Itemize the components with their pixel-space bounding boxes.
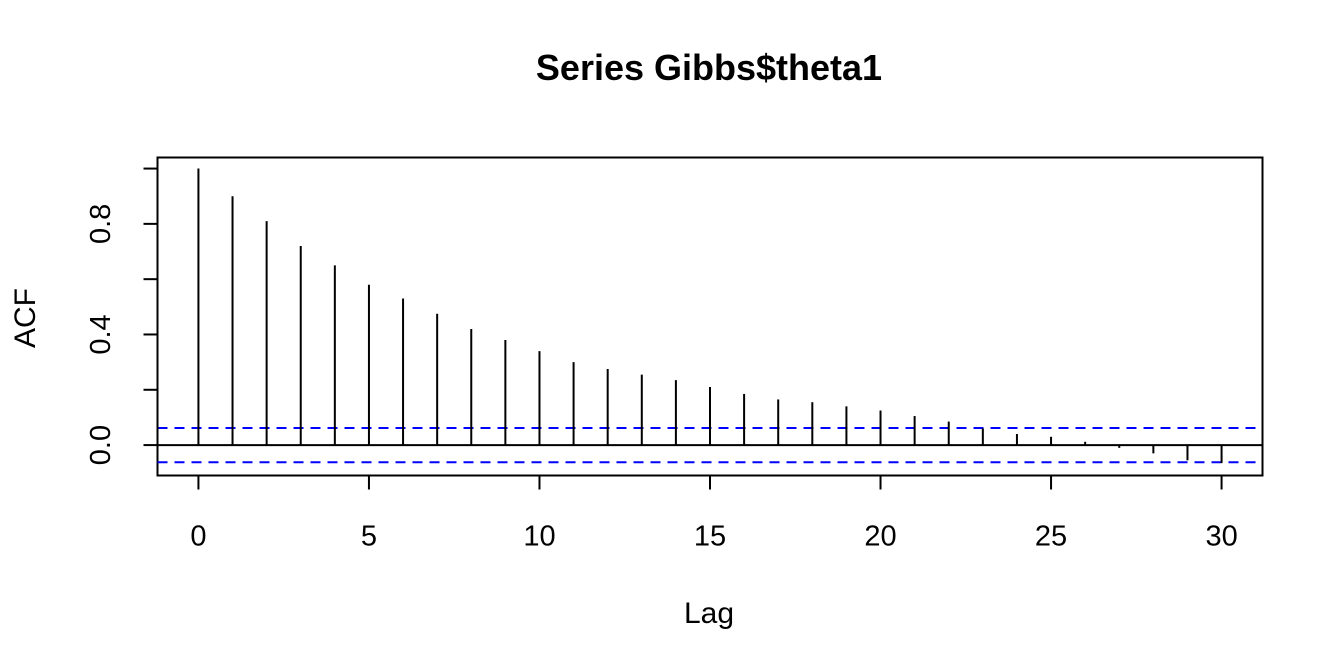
x-tick-label: 30 [1205,521,1237,553]
x-tick-label: 25 [1035,521,1067,553]
y-tick-label: 0.4 [85,314,117,354]
x-tick-label: 0 [190,521,206,553]
x-axis: 0 5 10 15 20 25 30 [190,474,1238,553]
x-tick-label: 20 [864,521,896,553]
x-axis-label: Lag [684,597,734,630]
x-tick-label: 5 [361,521,377,553]
x-tick-label: 15 [694,521,726,553]
y-axis-label: ACF [9,288,42,348]
y-tick-label: 0.8 [85,204,117,244]
x-tick-label: 10 [523,521,555,553]
chart-title: Series Gibbs$theta1 [536,47,882,88]
y-axis: 0.0 0.4 0.8 [85,167,159,465]
acf-bars [197,168,1223,464]
y-tick-label: 0.0 [85,425,117,465]
